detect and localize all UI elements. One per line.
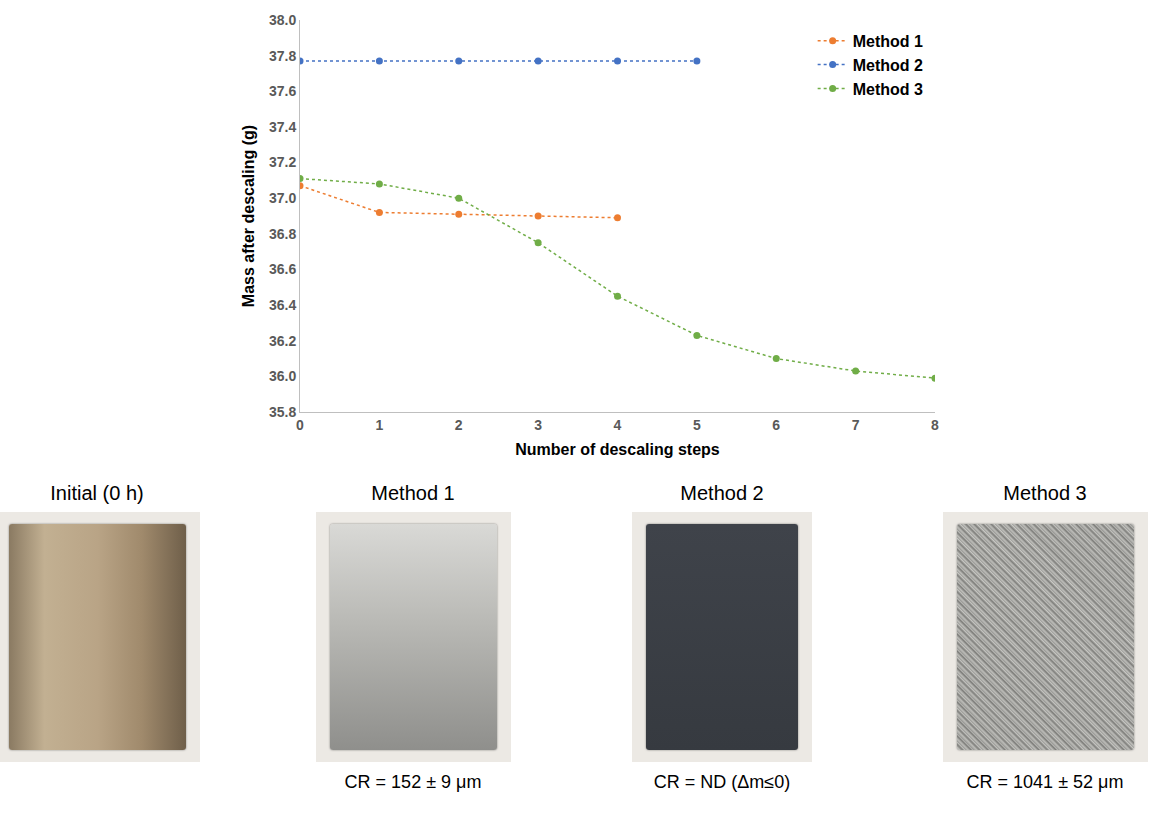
svg-text:37.4: 37.4 bbox=[269, 119, 296, 135]
svg-text:Number of descaling steps: Number of descaling steps bbox=[515, 441, 720, 458]
svg-text:36.2: 36.2 bbox=[269, 333, 296, 349]
svg-text:7: 7 bbox=[852, 417, 860, 433]
svg-text:37.0: 37.0 bbox=[269, 190, 296, 206]
svg-text:35.8: 35.8 bbox=[269, 404, 296, 420]
html-text:Method 1: Method 1 bbox=[371, 482, 455, 504]
svg-text:Method 1: Method 1 bbox=[853, 33, 923, 50]
svg-text:37.2: 37.2 bbox=[269, 154, 296, 170]
svg-text:2: 2 bbox=[455, 417, 463, 433]
svg-text:1: 1 bbox=[375, 417, 383, 433]
html-text:Initial (0 h): Initial (0 h) bbox=[50, 482, 144, 504]
svg-text:Method 2: Method 2 bbox=[853, 57, 923, 74]
svg-text:0: 0 bbox=[296, 417, 304, 433]
svg-text:3: 3 bbox=[534, 417, 542, 433]
svg-text:36.4: 36.4 bbox=[269, 297, 296, 313]
svg-text:8: 8 bbox=[931, 417, 939, 433]
html-text:Method 3: Method 3 bbox=[1003, 482, 1087, 504]
svg-text:5: 5 bbox=[693, 417, 701, 433]
html-text:CR = ND (Δm≤0): CR = ND (Δm≤0) bbox=[653, 772, 791, 792]
html-text:CR = 152 ± 9 μm: CR = 152 ± 9 μm bbox=[344, 772, 482, 792]
svg-text:Method 3: Method 3 bbox=[853, 81, 923, 98]
svg-text:37.8: 37.8 bbox=[269, 48, 296, 64]
svg-text:4: 4 bbox=[614, 417, 622, 433]
svg-text:36.6: 36.6 bbox=[269, 261, 296, 277]
svg-text:6: 6 bbox=[772, 417, 780, 433]
svg-text:Mass after descaling (g): Mass after descaling (g) bbox=[240, 125, 257, 307]
svg-text:37.6: 37.6 bbox=[269, 83, 296, 99]
html-text:CR = 1041 ± 52 μm: CR = 1041 ± 52 μm bbox=[966, 772, 1124, 792]
html-text:Method 2: Method 2 bbox=[680, 482, 764, 504]
svg-text:36.0: 36.0 bbox=[269, 368, 296, 384]
svg-text:36.8: 36.8 bbox=[269, 226, 296, 242]
svg-text:38.0: 38.0 bbox=[269, 12, 296, 28]
